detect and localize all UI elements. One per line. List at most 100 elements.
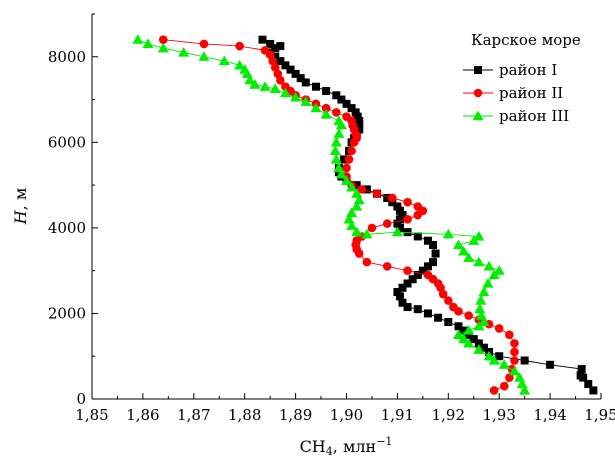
series-1-point (352, 181, 361, 190)
series-1-point (334, 168, 343, 177)
series-1-point (347, 104, 356, 113)
series-2-point (367, 223, 377, 233)
series-3-point (473, 344, 485, 354)
series-1-point (418, 266, 427, 275)
series-2-point (321, 103, 331, 113)
series-2-point (449, 302, 458, 312)
series-1-point (276, 57, 285, 66)
series-3-point (346, 181, 358, 192)
series-1-point (423, 236, 432, 245)
series-3-point (346, 220, 358, 230)
series-3-point (474, 303, 486, 314)
series-3-point (463, 252, 475, 262)
series-2-point (382, 219, 392, 228)
series-1-point (444, 318, 453, 326)
series-1-point (589, 386, 598, 395)
legend-item-1: район I (463, 61, 557, 79)
series-3-point (391, 226, 403, 237)
series-1-point (434, 313, 443, 322)
series-1-point (431, 249, 440, 258)
x-tick-label: 1,86 (126, 406, 159, 424)
series-3-point (508, 365, 520, 376)
series-3-point (442, 228, 454, 239)
series-2-point (382, 262, 392, 271)
series-1-point (395, 223, 404, 232)
x-tick-label: 1,87 (177, 406, 210, 424)
series-1-point (464, 330, 473, 339)
y-axis-title-unit: , м (11, 188, 30, 211)
series-3-point (132, 34, 144, 44)
series-3-point (234, 59, 246, 70)
series-2-point (388, 193, 397, 203)
series-2-point (403, 215, 412, 224)
series-1-point (393, 219, 402, 228)
legend-marker (472, 110, 484, 121)
series-3-point (310, 102, 322, 113)
legend-label: район I (499, 61, 557, 79)
series-1-point (296, 74, 305, 83)
series-1-point (342, 99, 351, 108)
series-3-point (218, 55, 230, 66)
series-2-point (344, 155, 354, 164)
legend-item-3: район III (463, 107, 569, 125)
legend-label: район II (499, 84, 563, 102)
x-tick-label: 1,89 (279, 406, 312, 424)
series-1-point (429, 241, 438, 249)
x-tick-label: 1,93 (482, 406, 515, 424)
series-2-point (499, 381, 509, 391)
series-3-point (452, 329, 464, 339)
series-1-point (271, 52, 280, 61)
series-3-point (279, 87, 291, 98)
series-2-point (342, 112, 351, 121)
series-1-point (266, 39, 275, 48)
series-1-point (398, 298, 407, 307)
y-axis-title: H, м (11, 188, 30, 226)
series-3-point (514, 372, 526, 382)
legend: Карское море район I район II район III (463, 31, 581, 125)
series-1-point (383, 193, 392, 202)
series-3-point (333, 115, 345, 126)
series-2-point (357, 185, 367, 194)
series-3-point (330, 153, 342, 164)
series-3-point (353, 194, 365, 205)
series-2-point (505, 330, 514, 340)
series-2-point (235, 41, 244, 51)
series-2-point (510, 347, 519, 357)
series-1-point (454, 322, 463, 331)
x-axis-ticks: 1,85 1,86 1,87 1,88 1,89 1,90 1,91 1,92 1,93 1,94… (75, 393, 615, 424)
series-3-point (493, 265, 505, 275)
series-3-point (463, 325, 475, 335)
series-1-point (355, 121, 364, 130)
series-3-point (343, 213, 355, 224)
y-tick-label: 2000 (48, 304, 86, 322)
series-3-point (475, 310, 487, 320)
series-3-point (519, 384, 531, 395)
series-1-point (474, 339, 483, 348)
series-2-point (199, 39, 209, 49)
series-3-point (351, 188, 363, 198)
series-3-point (351, 226, 363, 237)
series-1-point (413, 305, 422, 314)
series-2-point (413, 202, 423, 211)
series-2-point (403, 266, 412, 275)
series-1-point (520, 356, 529, 365)
legend-marker (474, 66, 482, 74)
series-1-point (398, 211, 407, 220)
series-3-point (333, 162, 345, 173)
x-tick-label: 1,91 (381, 406, 414, 424)
series-1-point (413, 270, 422, 279)
series-2-point (260, 46, 270, 55)
series-2-point (505, 373, 514, 382)
legend-title: Карское море (471, 31, 581, 49)
series-2-point (464, 311, 473, 320)
series-2-point (281, 82, 290, 92)
series-1-point (339, 155, 348, 164)
series-3-point (341, 175, 352, 185)
series-1-point (291, 69, 300, 78)
series-1-point (469, 335, 478, 344)
y-tick-label: 0 (76, 390, 86, 408)
series-1-point (393, 202, 402, 211)
series-2-point (372, 189, 382, 198)
y-tick-label: 4000 (48, 219, 86, 237)
